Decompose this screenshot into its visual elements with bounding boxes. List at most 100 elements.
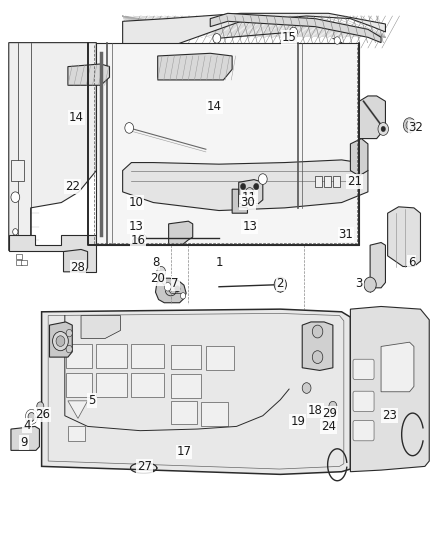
Polygon shape — [171, 345, 201, 369]
Circle shape — [312, 325, 323, 338]
Text: 14: 14 — [207, 100, 222, 113]
Polygon shape — [350, 306, 429, 472]
Text: 2: 2 — [276, 277, 284, 290]
Polygon shape — [123, 160, 368, 211]
Polygon shape — [11, 426, 39, 450]
Circle shape — [180, 293, 186, 299]
Text: 11: 11 — [242, 191, 257, 204]
Polygon shape — [302, 322, 333, 370]
Polygon shape — [66, 373, 92, 397]
Circle shape — [364, 277, 376, 292]
Polygon shape — [42, 309, 350, 474]
Circle shape — [334, 37, 340, 44]
Polygon shape — [381, 342, 414, 392]
Circle shape — [403, 118, 416, 133]
Polygon shape — [359, 96, 385, 139]
Circle shape — [164, 282, 171, 291]
Polygon shape — [68, 64, 110, 85]
FancyBboxPatch shape — [353, 359, 374, 379]
Text: 21: 21 — [347, 175, 362, 188]
Text: 24: 24 — [321, 420, 336, 433]
Polygon shape — [169, 221, 193, 245]
Polygon shape — [171, 401, 197, 424]
Circle shape — [312, 351, 323, 364]
Text: 1: 1 — [215, 256, 223, 269]
Text: 23: 23 — [382, 409, 397, 422]
Polygon shape — [96, 43, 359, 245]
Text: 20: 20 — [150, 272, 165, 285]
Circle shape — [258, 174, 267, 184]
Text: 19: 19 — [290, 415, 305, 427]
FancyBboxPatch shape — [315, 176, 322, 187]
Text: 22: 22 — [65, 180, 80, 193]
Text: 16: 16 — [131, 235, 145, 247]
Text: 13: 13 — [128, 220, 143, 233]
Text: 15: 15 — [282, 31, 297, 44]
Polygon shape — [96, 373, 127, 397]
Polygon shape — [232, 189, 247, 213]
Circle shape — [157, 266, 166, 277]
Polygon shape — [68, 401, 88, 418]
Text: 28: 28 — [71, 261, 85, 274]
Text: 18: 18 — [308, 404, 323, 417]
Polygon shape — [64, 249, 88, 272]
Text: 9: 9 — [20, 436, 28, 449]
FancyBboxPatch shape — [333, 176, 340, 187]
Polygon shape — [11, 160, 24, 181]
Circle shape — [213, 34, 221, 43]
Text: 26: 26 — [35, 408, 50, 421]
Text: 27: 27 — [137, 460, 152, 473]
Text: 13: 13 — [242, 220, 257, 233]
Text: 32: 32 — [409, 122, 424, 134]
Circle shape — [139, 233, 146, 242]
Circle shape — [254, 183, 259, 190]
Circle shape — [13, 229, 18, 235]
Polygon shape — [171, 374, 201, 398]
Text: 31: 31 — [339, 228, 353, 241]
Polygon shape — [9, 235, 96, 272]
Polygon shape — [370, 243, 385, 288]
FancyBboxPatch shape — [99, 45, 357, 243]
Polygon shape — [350, 139, 368, 176]
Polygon shape — [206, 346, 234, 370]
Text: 3: 3 — [356, 277, 363, 290]
Text: 17: 17 — [177, 446, 191, 458]
Polygon shape — [131, 344, 164, 368]
FancyBboxPatch shape — [21, 260, 27, 265]
Polygon shape — [66, 344, 92, 368]
Text: 14: 14 — [69, 111, 84, 124]
Polygon shape — [239, 180, 263, 204]
Text: 29: 29 — [322, 407, 337, 419]
Text: 10: 10 — [128, 196, 143, 209]
Circle shape — [175, 286, 180, 292]
FancyBboxPatch shape — [16, 260, 22, 265]
Text: 4: 4 — [23, 419, 31, 432]
Circle shape — [381, 126, 385, 132]
Polygon shape — [210, 13, 381, 43]
Circle shape — [245, 188, 254, 198]
FancyBboxPatch shape — [16, 254, 22, 259]
Circle shape — [290, 27, 297, 37]
Polygon shape — [388, 207, 420, 266]
FancyBboxPatch shape — [353, 421, 374, 441]
Polygon shape — [81, 316, 120, 338]
Polygon shape — [49, 322, 72, 357]
Text: 7: 7 — [171, 277, 179, 290]
Circle shape — [56, 336, 65, 346]
Text: 6: 6 — [408, 256, 416, 269]
Text: 5: 5 — [88, 394, 95, 407]
Polygon shape — [123, 13, 385, 48]
Circle shape — [329, 401, 337, 411]
Circle shape — [37, 402, 44, 410]
Polygon shape — [68, 426, 85, 441]
Circle shape — [133, 238, 139, 245]
Circle shape — [240, 183, 246, 190]
FancyBboxPatch shape — [324, 176, 331, 187]
Circle shape — [378, 123, 389, 135]
Circle shape — [53, 332, 68, 351]
Polygon shape — [158, 53, 232, 80]
Text: 8: 8 — [152, 256, 159, 269]
FancyBboxPatch shape — [353, 391, 374, 411]
Circle shape — [322, 416, 330, 426]
Circle shape — [66, 345, 72, 353]
